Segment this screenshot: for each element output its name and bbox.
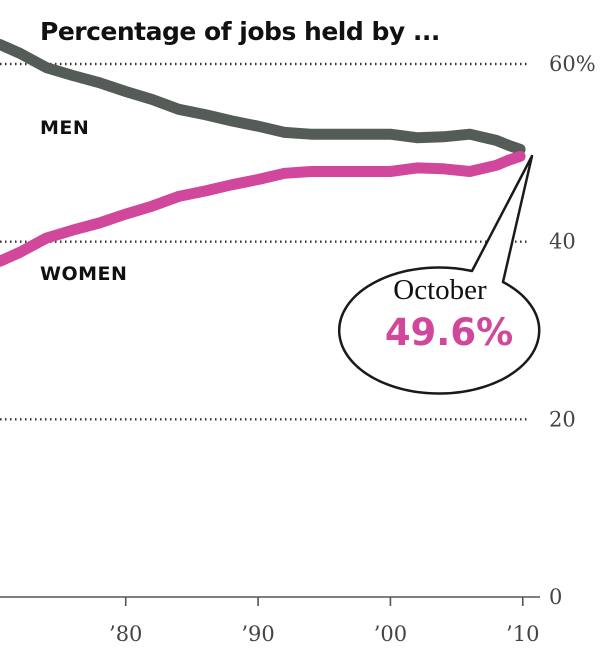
chart-title: Percentage of jobs held by ... — [40, 17, 440, 46]
y-tick-label-0: 0 — [549, 585, 562, 609]
series-lines — [0, 39, 526, 267]
callout-month-label: October — [393, 274, 487, 306]
gridlines: 0 20 40 60% — [0, 52, 596, 609]
y-tick-label-20: 20 — [549, 407, 576, 431]
y-tick-label-40: 40 — [549, 230, 576, 254]
series-line-men — [0, 39, 526, 155]
x-tick-label-2000: ’00 — [374, 622, 407, 646]
callout-bubble-shape — [337, 154, 541, 395]
x-tick-label-1980: ’80 — [109, 622, 142, 646]
callout-bubble: October 49.6% — [337, 154, 541, 395]
x-axis: ’80 ’90 ’00 ’10 — [0, 596, 540, 646]
x-tick-label-2010: ’10 — [506, 622, 539, 646]
callout-value-label: 49.6% — [385, 311, 513, 354]
y-tick-label-60: 60% — [549, 52, 596, 76]
series-line-women — [0, 150, 526, 267]
x-tick-label-1990: ’90 — [241, 622, 274, 646]
women-series-label: WOMEN — [40, 263, 127, 285]
men-series-label: MEN — [40, 117, 89, 139]
